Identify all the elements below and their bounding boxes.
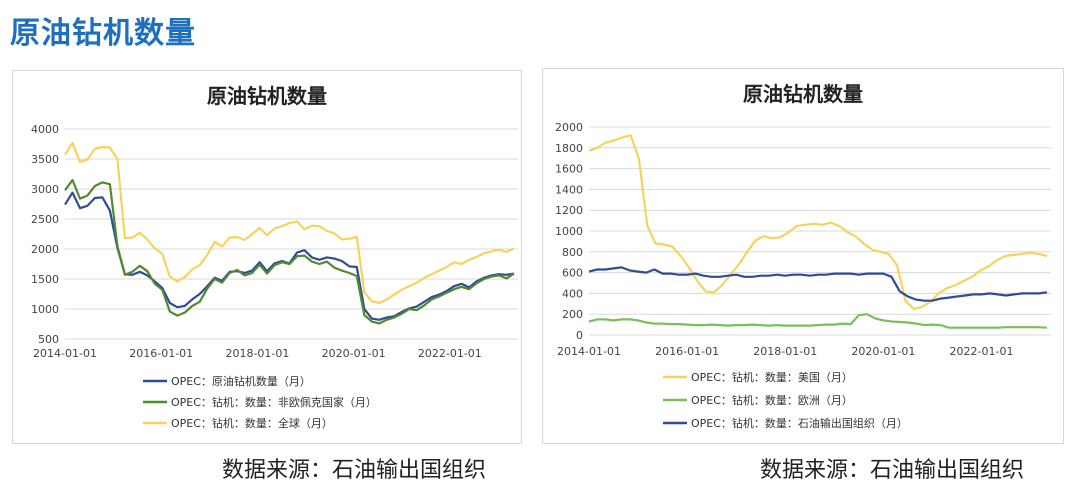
page-title: 原油钻机数量 <box>10 16 196 51</box>
x-tick-label: 2016-01-01 <box>655 345 719 358</box>
y-tick-label: 600 <box>562 267 583 280</box>
series-line <box>64 178 515 325</box>
x-tick-label: 2014-01-01 <box>557 345 621 358</box>
x-tick-label: 2016-01-01 <box>129 347 193 360</box>
x-tick-label: 2014-01-01 <box>33 347 97 360</box>
series-line <box>588 266 1048 302</box>
y-tick-label: 1000 <box>555 225 583 238</box>
series-line <box>588 134 1048 311</box>
legend-label: OPEC：钻机：数量：全球（月） <box>171 416 333 430</box>
series-line <box>64 191 515 321</box>
y-tick-label: 3000 <box>31 183 59 196</box>
legend-label: OPEC：钻机：数量：美国（月） <box>691 370 853 384</box>
y-tick-label: 2000 <box>31 243 59 256</box>
y-tick-label: 200 <box>562 308 583 321</box>
y-tick-label: 1000 <box>31 303 59 316</box>
y-tick-label: 1500 <box>31 273 59 286</box>
x-tick-label: 2020-01-01 <box>322 347 386 360</box>
y-tick-label: 3500 <box>31 153 59 166</box>
y-tick-label: 1800 <box>555 142 583 155</box>
chart-panel-global-rigs: 原油钻机数量 500 1000 1500 2000 2500 3000 3500 4000 201… <box>12 70 522 444</box>
y-tick-label: 1600 <box>555 163 583 176</box>
series-line <box>64 141 515 305</box>
y-tick-label: 0 <box>576 329 583 342</box>
y-tick-label: 2500 <box>31 213 59 226</box>
y-tick-label: 2000 <box>555 121 583 134</box>
source-note-left: 数据来源：石油输出国组织 <box>222 458 487 483</box>
y-tick-label: 4000 <box>31 123 59 136</box>
x-tick-label: 2022-01-01 <box>418 347 482 360</box>
chart-left: 原油钻机数量 500 1000 1500 2000 2500 3000 3500 4000 201… <box>31 84 518 430</box>
source-note-right: 数据来源：石油输出国组织 <box>760 458 1025 483</box>
y-tick-label: 500 <box>38 333 59 346</box>
chart-title: 原油钻机数量 <box>207 84 327 108</box>
legend-label: OPEC：钻机：数量：欧洲（月） <box>691 393 853 407</box>
legend-label: OPEC：原油钻机数量（月） <box>171 374 311 388</box>
series-line <box>588 313 1047 329</box>
legend-label: OPEC：钻机：数量：石油输出国组织（月） <box>691 416 908 430</box>
x-tick-label: 2022-01-01 <box>950 345 1014 358</box>
legend-label: OPEC：钻机：数量：非欧佩克国家（月） <box>171 395 377 409</box>
x-tick-label: 2018-01-01 <box>225 347 289 360</box>
y-tick-label: 1400 <box>555 183 583 196</box>
chart-right: 原油钻机数量 0 200 400 600 800 1000 1200 1400 1600 1800 2… <box>555 82 1051 430</box>
y-tick-label: 800 <box>562 246 583 259</box>
chart-title: 原油钻机数量 <box>743 82 863 106</box>
y-tick-label: 1200 <box>555 204 583 217</box>
x-tick-label: 2018-01-01 <box>753 345 817 358</box>
x-tick-label: 2020-01-01 <box>851 345 915 358</box>
chart-panel-us-europe-opec-rigs: 原油钻机数量 0 200 400 600 800 1000 1200 1400 1600 1800 2… <box>542 68 1064 444</box>
y-tick-label: 400 <box>562 287 583 300</box>
